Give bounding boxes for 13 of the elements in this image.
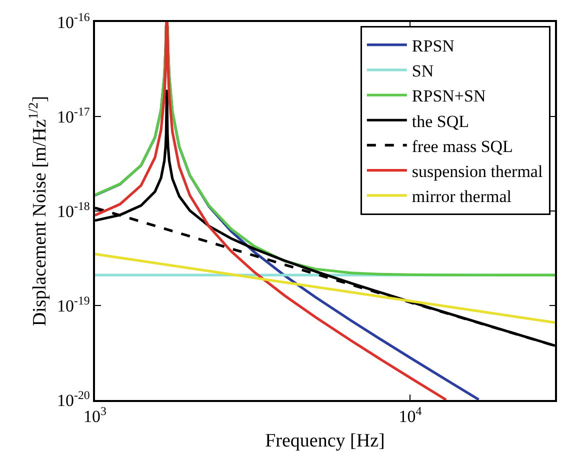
legend-label: SN (412, 62, 434, 81)
legend-label: mirror thermal (412, 187, 512, 206)
legend-label: suspension thermal (412, 162, 543, 181)
y-tick-label: 10$^{-16}$ (56, 10, 90, 32)
y-tick-label: 10$^{-18}$ (56, 198, 90, 221)
legend-label: RPSN (412, 36, 454, 56)
y-tick-label: 10$^{-19}$ (56, 293, 90, 316)
legend-label: free mass SQL (412, 136, 513, 156)
x-axis-title: Frequency [Hz] (265, 430, 385, 452)
y-tick-label: 10$^{-17}$ (56, 104, 90, 126)
legend-label: RPSN+SN (412, 86, 486, 106)
legend-label: the SQL (412, 112, 470, 131)
x-tick-label: 10$^{4}$ (398, 404, 422, 426)
